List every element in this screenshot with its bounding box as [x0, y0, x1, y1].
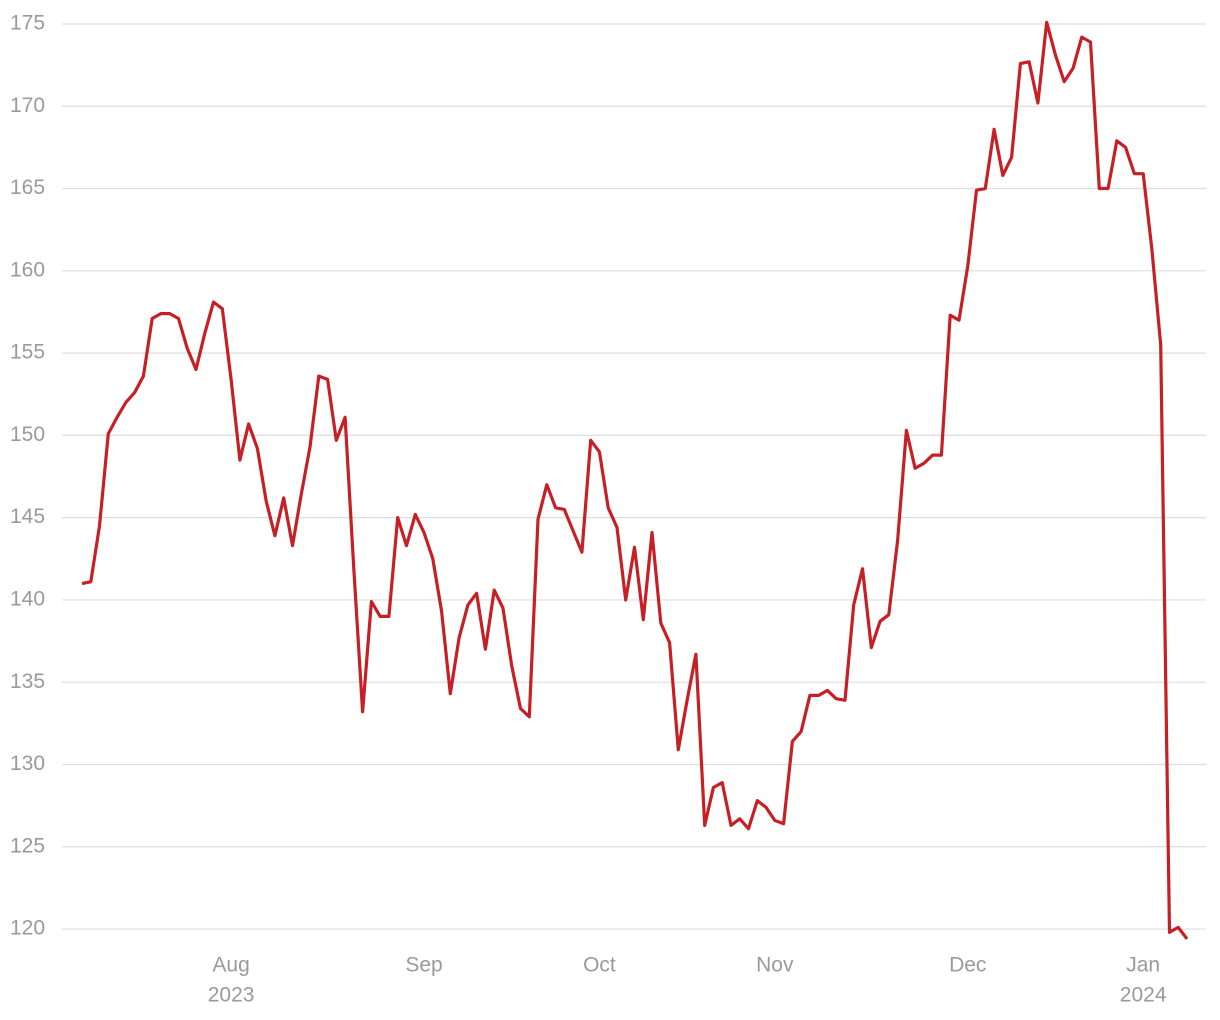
x-year-label: 2023 — [208, 984, 255, 1007]
x-tick-label: Dec — [949, 954, 986, 977]
y-tick-label: 140 — [10, 587, 45, 610]
y-tick-label: 165 — [10, 176, 45, 199]
y-tick-label: 145 — [10, 505, 45, 528]
y-tick-label: 150 — [10, 423, 45, 446]
x-tick-label: Aug — [212, 954, 249, 977]
y-tick-label: 125 — [10, 834, 45, 857]
y-tick-label: 135 — [10, 670, 45, 693]
y-tick-label: 120 — [10, 917, 45, 940]
y-tick-label: 160 — [10, 258, 45, 281]
x-tick-label: Jan — [1126, 954, 1160, 977]
x-year-label: 2024 — [1120, 984, 1167, 1007]
y-tick-label: 170 — [10, 94, 45, 117]
y-tick-label: 175 — [10, 12, 45, 35]
y-tick-label: 155 — [10, 341, 45, 364]
x-tick-label: Oct — [583, 954, 616, 977]
x-tick-label: Sep — [405, 954, 442, 977]
price-line — [81, 20, 1189, 940]
y-tick-label: 130 — [10, 752, 45, 775]
x-tick-label: Nov — [756, 954, 794, 977]
